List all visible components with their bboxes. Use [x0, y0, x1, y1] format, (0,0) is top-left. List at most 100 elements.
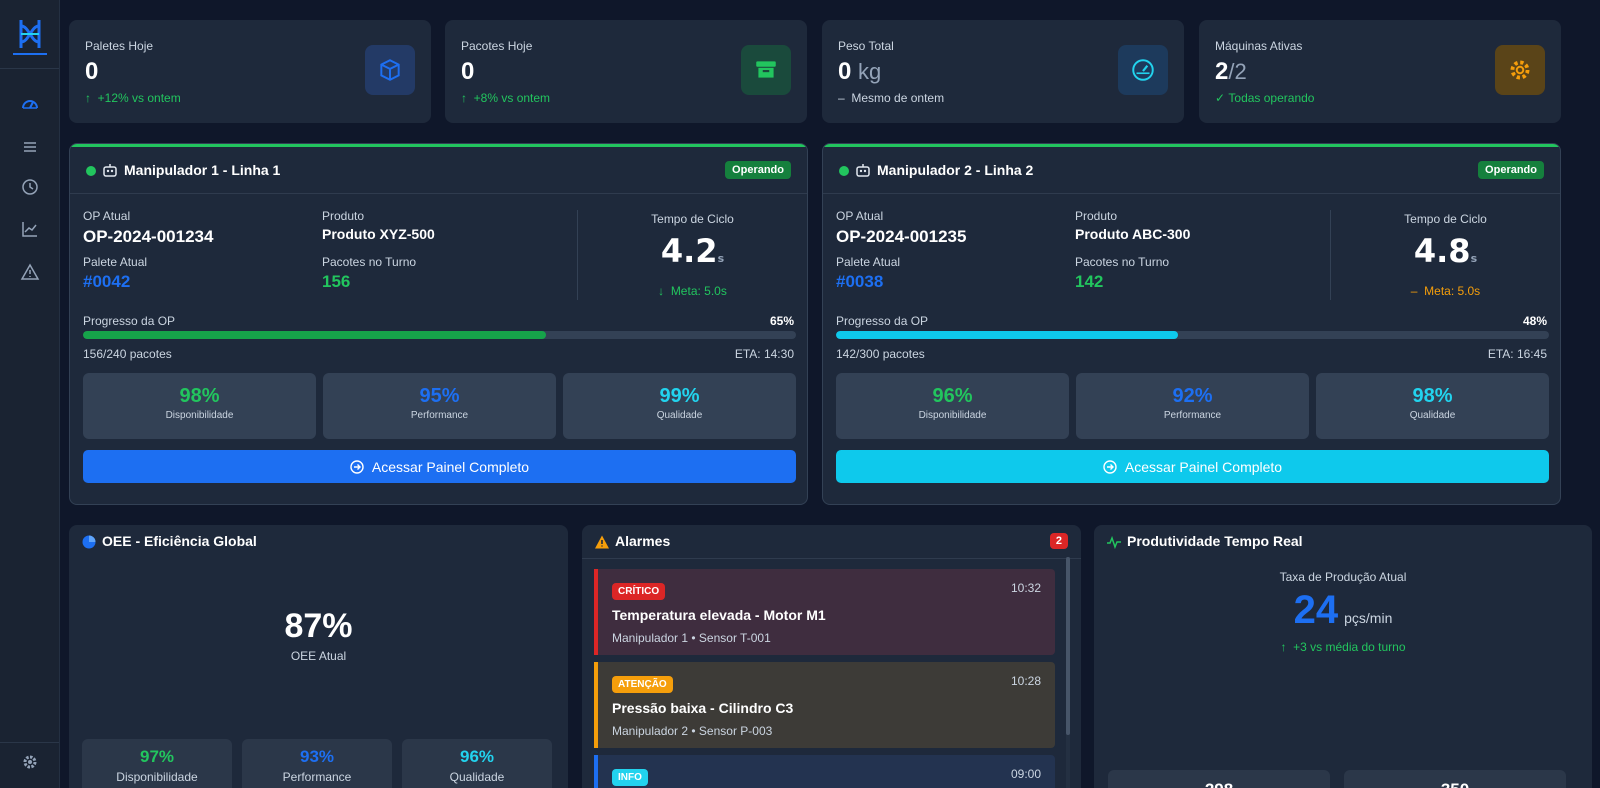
- oee-kpi-quality: 96% Qualidade: [402, 739, 552, 788]
- gauge-icon: [1118, 45, 1168, 95]
- alarm-title: Temperatura elevada - Motor M1: [612, 607, 826, 623]
- stat-box: 298: [1108, 770, 1330, 788]
- progress-percent: 65%: [769, 314, 794, 328]
- progress-bar: [83, 331, 796, 339]
- scrollbar-thumb[interactable]: [1066, 557, 1070, 735]
- pallet-label: Palete Atual: [836, 255, 901, 269]
- stat-sub: – Mesmo de ontem: [838, 91, 945, 105]
- button-label: Acessar Painel Completo: [1124, 458, 1283, 475]
- robot-icon: [856, 164, 870, 177]
- alarm-time: 09:00: [1010, 767, 1041, 781]
- kpi-performance: 95% Performance: [323, 373, 556, 439]
- packs-label: Pacotes no Turno: [322, 255, 417, 269]
- alarm-item[interactable]: INFO 09:00: [594, 755, 1055, 788]
- oee-panel: OEE - Eficiência Global 87% OEE Atual 97…: [69, 525, 568, 788]
- status-strip: [70, 144, 807, 147]
- op-value: OP-2024-001235: [836, 227, 967, 246]
- stat-value: 0: [461, 58, 475, 85]
- app-logo-icon[interactable]: [14, 14, 46, 54]
- stat-label: Pacotes Hoje: [461, 39, 533, 53]
- packs-label: Pacotes no Turno: [1075, 255, 1170, 269]
- productivity-panel: Produtividade Tempo Real Taxa de Produçã…: [1094, 525, 1592, 788]
- oee-kpi-availability: 97% Disponibilidade: [82, 739, 232, 788]
- archive-icon: [741, 45, 791, 95]
- logo-underline: [13, 53, 47, 55]
- packs-value: 142: [1075, 272, 1104, 291]
- stat-value: 0: [85, 58, 99, 85]
- list-icon[interactable]: [20, 137, 40, 157]
- stat-box: 350: [1344, 770, 1566, 788]
- op-value: OP-2024-001234: [83, 227, 214, 246]
- pallet-value: #0042: [83, 272, 131, 291]
- stat-sub: ↑ +8% vs ontem: [461, 91, 551, 105]
- stat-card-paletes: Paletes Hoje 0 ↑ +12% vs ontem: [69, 20, 431, 123]
- cycle-meta: ↓ Meta: 5.0s: [658, 284, 727, 298]
- chart-icon[interactable]: [20, 219, 40, 239]
- open-panel-button[interactable]: Acessar Painel Completo: [836, 450, 1549, 483]
- stat-sub: ✓ Todas operando: [1215, 91, 1315, 105]
- progress-count: 156/240 pacotes: [83, 347, 172, 361]
- pallet-label: Palete Atual: [83, 255, 148, 269]
- stat-card-peso: Peso Total 0 kg – Mesmo de ontem: [822, 20, 1184, 123]
- open-panel-button[interactable]: Acessar Painel Completo: [83, 450, 796, 483]
- progress-eta: ETA: 14:30: [734, 347, 794, 361]
- dashboard-icon[interactable]: [20, 94, 40, 114]
- product-label: Produto: [322, 209, 365, 223]
- sidebar-divider-bottom: [0, 742, 59, 743]
- progress-percent: 48%: [1522, 314, 1547, 328]
- alarm-title: Pressão baixa - Cilindro C3: [612, 700, 794, 716]
- arrow-circle-icon: [1103, 459, 1117, 474]
- op-label: OP Atual: [83, 209, 131, 223]
- alert-icon[interactable]: [20, 262, 40, 282]
- cycle-value: 4.2s: [660, 232, 725, 270]
- sidebar: [0, 0, 60, 788]
- progress-eta: ETA: 16:45: [1487, 347, 1547, 361]
- stat-label: Paletes Hoje: [85, 39, 154, 53]
- sidebar-divider: [0, 68, 59, 69]
- kpi-performance: 92% Performance: [1076, 373, 1309, 439]
- status-badge: Operando: [725, 161, 791, 179]
- machine-panel-1: Manipulador 1 - Linha 1 Operando OP Atua…: [69, 143, 808, 505]
- arrow-circle-icon: [350, 459, 364, 474]
- settings-gear-icon[interactable]: [20, 752, 40, 772]
- alarm-tag: CRÍTICO: [612, 583, 666, 600]
- op-label: OP Atual: [836, 209, 884, 223]
- pulse-icon: [1107, 535, 1121, 550]
- alarm-tag: ATENÇÃO: [612, 676, 673, 693]
- cycle-meta: – Meta: 5.0s: [1410, 284, 1481, 298]
- alarm-item[interactable]: CRÍTICO 10:32 Temperatura elevada - Moto…: [594, 569, 1055, 655]
- progress-label: Progresso da OP: [836, 314, 929, 328]
- panel-title: OEE - Eficiência Global: [102, 533, 257, 549]
- stat-sub: ↑ +12% vs ontem: [85, 91, 181, 105]
- alarm-time: 10:28: [1010, 674, 1041, 688]
- status-badge: Operando: [1478, 161, 1544, 179]
- machine-title: Manipulador 2 - Linha 2: [877, 162, 1034, 178]
- kpi-quality: 98% Qualidade: [1316, 373, 1549, 439]
- status-dot: [86, 166, 96, 176]
- kpi-availability: 96% Disponibilidade: [836, 373, 1069, 439]
- machine-title: Manipulador 1 - Linha 1: [124, 162, 281, 178]
- product-label: Produto: [1075, 209, 1118, 223]
- kpi-availability: 98% Disponibilidade: [83, 373, 316, 439]
- progress-fill: [836, 331, 1179, 339]
- progress-count: 142/300 pacotes: [836, 347, 925, 361]
- product-value: Produto ABC-300: [1075, 226, 1191, 242]
- warning-icon: [595, 535, 609, 549]
- history-icon[interactable]: [20, 177, 40, 197]
- oee-label: OEE Atual: [290, 649, 347, 663]
- box-icon: [365, 45, 415, 95]
- divider: [577, 210, 578, 300]
- button-label: Acessar Painel Completo: [371, 458, 530, 475]
- panel-divider: [582, 558, 1081, 559]
- progress-fill: [83, 331, 547, 339]
- alarm-item[interactable]: ATENÇÃO 10:28 Pressão baixa - Cilindro C…: [594, 662, 1055, 748]
- machine-panel-2: Manipulador 2 - Linha 2 Operando OP Atua…: [822, 143, 1561, 505]
- divider: [1330, 210, 1331, 300]
- stat-value: 2/2: [1215, 58, 1247, 85]
- rate-delta: ↑ +3 vs média do turno: [1280, 640, 1406, 654]
- stat-value: 0 kg: [838, 58, 882, 85]
- alarm-time: 10:32: [1010, 581, 1041, 595]
- machine-header: Manipulador 2 - Linha 2 Operando: [823, 147, 1560, 194]
- status-dot: [839, 166, 849, 176]
- robot-icon: [103, 164, 117, 177]
